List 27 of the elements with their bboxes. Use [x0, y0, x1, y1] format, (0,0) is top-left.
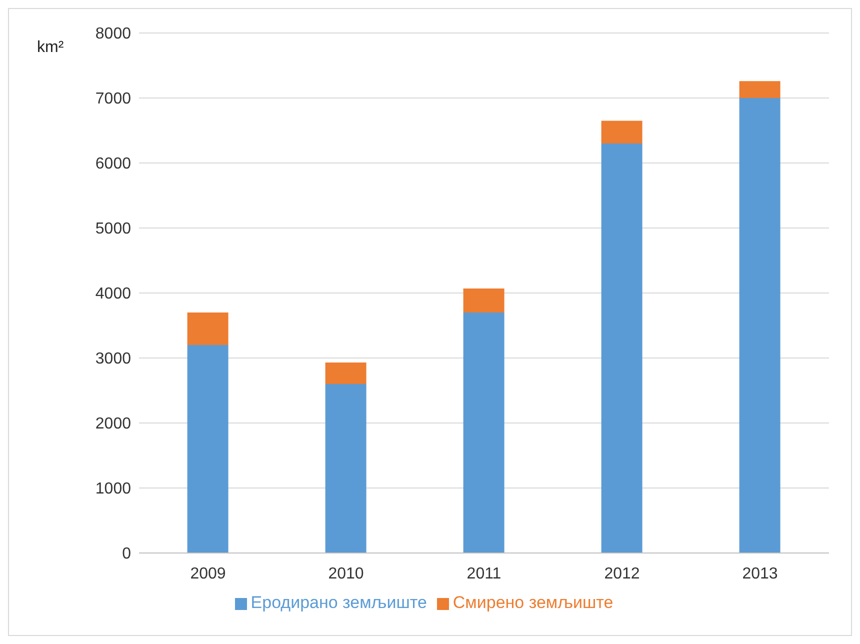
x-tick-label: 2009: [190, 565, 226, 582]
x-tick-label: 2011: [466, 565, 502, 582]
y-axis-title: km²: [37, 39, 64, 56]
bar: [187, 312, 228, 345]
y-tick-label: 2000: [95, 416, 132, 433]
y-tick-label: 3000: [95, 350, 132, 368]
y-tick-label: 1000: [95, 480, 132, 498]
bar: [187, 345, 228, 553]
bar: [325, 384, 366, 553]
bar: [463, 288, 504, 312]
legend-label: Смирено земљиште: [452, 593, 614, 612]
y-tick-label: 6000: [95, 156, 132, 173]
x-tick-label: 2013: [742, 565, 778, 582]
bar: [739, 81, 780, 98]
y-tick-label: 8000: [95, 26, 132, 43]
x-tick-label: 2010: [328, 565, 364, 582]
bar: [739, 98, 780, 553]
y-tick-label: 0: [122, 546, 132, 563]
bar: [325, 362, 366, 384]
bar: [601, 144, 642, 553]
y-tick-label: 5000: [95, 220, 132, 238]
y-tick-label: 4000: [95, 286, 132, 303]
legend-label: Еродирано земљиште: [250, 593, 427, 612]
bar: [463, 312, 504, 553]
y-tick-label: 7000: [95, 90, 132, 108]
x-tick-label: 2012: [604, 565, 640, 582]
bar: [601, 120, 642, 144]
